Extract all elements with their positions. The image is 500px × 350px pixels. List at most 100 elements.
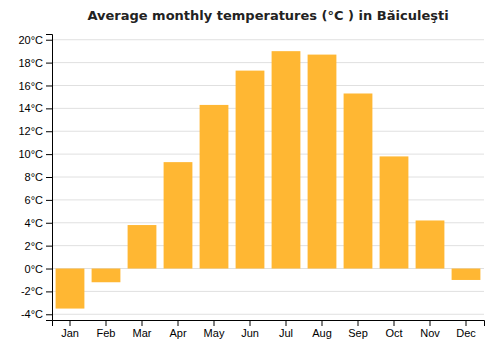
tick: Nov <box>420 320 440 339</box>
bar <box>236 71 265 269</box>
tick: 18°C <box>18 57 52 69</box>
tick-label: 20°C <box>18 34 43 46</box>
bar <box>308 55 337 269</box>
tick-label: -4°C <box>21 308 43 320</box>
axis-line <box>46 35 53 321</box>
tick-mark <box>142 320 143 326</box>
tick: 16°C <box>18 80 52 92</box>
tick-label: Jun <box>241 327 259 339</box>
x-axis: Jan Feb Mar Apr May Jun Jul Aug Sep Oct Nov Dec <box>53 320 485 339</box>
bar <box>164 162 193 268</box>
tick-label: 2°C <box>25 240 44 252</box>
bar <box>128 225 157 268</box>
bar <box>380 156 409 268</box>
tick-mark <box>46 177 52 178</box>
tick: Aug <box>312 320 332 339</box>
tick-mark <box>46 291 52 292</box>
grid-line <box>52 108 484 109</box>
tick: Feb <box>97 320 116 339</box>
tick-mark <box>46 314 52 315</box>
tick: 12°C <box>18 125 52 137</box>
tick: 14°C <box>18 102 52 114</box>
grid-line <box>52 131 484 132</box>
tick-mark <box>214 320 215 326</box>
tick-label: Dec <box>456 327 476 339</box>
chart: Jan Feb Mar Apr May Jun Jul Aug Sep Oct Nov Dec -4°C… <box>0 0 500 350</box>
tick: Mar <box>133 320 152 339</box>
tick: 8°C <box>25 171 52 183</box>
bar <box>344 93 373 268</box>
grid-line <box>52 177 484 178</box>
tick-mark <box>46 154 52 155</box>
tick: May <box>204 320 225 339</box>
tick-mark <box>46 269 52 270</box>
tick-label: Nov <box>420 327 440 339</box>
title: Average monthly temperatures (°C ) in Bă… <box>87 8 448 23</box>
tick-mark <box>46 85 52 86</box>
tick: 6°C <box>25 194 52 206</box>
bar <box>200 105 229 269</box>
tick-label: -2°C <box>21 285 43 297</box>
tick-label: 0°C <box>25 263 44 275</box>
tick: 4°C <box>25 217 52 229</box>
tick: Apr <box>169 320 186 339</box>
tick: -4°C <box>21 308 52 320</box>
tick-mark <box>430 320 431 326</box>
axis-line <box>53 321 485 327</box>
tick: Jul <box>279 320 293 339</box>
grid-line <box>52 314 484 315</box>
bar <box>272 51 301 268</box>
tick-mark <box>46 246 52 247</box>
bar <box>92 269 121 283</box>
tick: Jan <box>61 320 79 339</box>
bar <box>452 269 481 280</box>
tick: 0°C <box>25 263 52 275</box>
tick-label: Sep <box>348 327 368 339</box>
tick-mark <box>46 223 52 224</box>
tick-label: Aug <box>312 327 332 339</box>
tick-mark <box>322 320 323 326</box>
tick: 10°C <box>18 148 52 160</box>
tick-mark <box>46 131 52 132</box>
tick-label: 18°C <box>18 57 43 69</box>
tick-mark <box>250 320 251 326</box>
tick-mark <box>394 320 395 326</box>
tick-label: 10°C <box>18 148 43 160</box>
tick: 2°C <box>25 240 52 252</box>
tick: Oct <box>385 320 402 339</box>
grid <box>52 40 484 315</box>
tick-label: Jul <box>279 327 293 339</box>
bar <box>56 269 85 309</box>
tick-label: 4°C <box>25 217 44 229</box>
tick-label: Feb <box>97 327 116 339</box>
tick-label: Jan <box>61 327 79 339</box>
tick-mark <box>46 108 52 109</box>
grid-line <box>52 291 484 292</box>
tick-mark <box>178 320 179 326</box>
grid-line <box>52 85 484 86</box>
tick-label: 8°C <box>25 171 44 183</box>
tick: Sep <box>348 320 368 339</box>
tick-label: May <box>204 327 225 339</box>
tick-mark <box>70 320 71 326</box>
grid-line <box>52 39 484 40</box>
grid-line <box>52 199 484 200</box>
tick-mark <box>46 200 52 201</box>
plot: Jan Feb Mar Apr May Jun Jul Aug Sep Oct Nov Dec -4°C… <box>18 34 484 339</box>
grid-line <box>52 62 484 63</box>
tick-mark <box>46 63 52 64</box>
tick-label: 6°C <box>25 194 44 206</box>
tick-mark <box>106 320 107 326</box>
tick-mark <box>286 320 287 326</box>
tick-mark <box>46 40 52 41</box>
tick-label: Oct <box>385 327 402 339</box>
grid-line <box>52 154 484 155</box>
bars <box>56 51 481 308</box>
tick: Jun <box>241 320 259 339</box>
tick-label: 12°C <box>18 125 43 137</box>
tick-label: 14°C <box>18 102 43 114</box>
tick: 20°C <box>18 34 52 46</box>
tick: Dec <box>456 320 476 339</box>
tick-mark <box>358 320 359 326</box>
tick: -2°C <box>21 285 52 297</box>
